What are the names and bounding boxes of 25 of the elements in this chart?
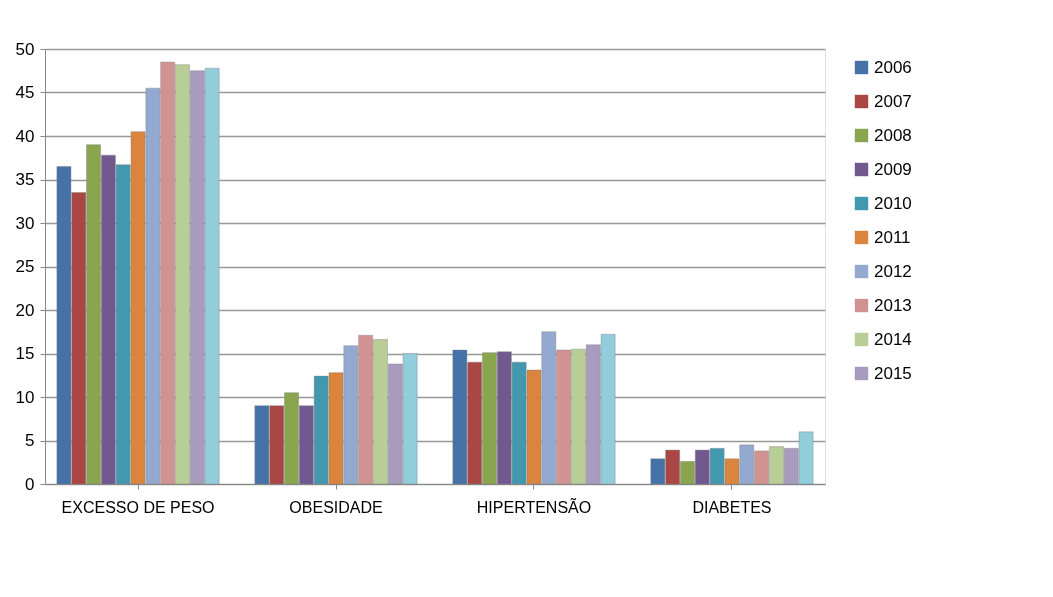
legend-label: 2012 xyxy=(874,261,912,281)
legend-label: 2009 xyxy=(874,159,912,179)
legend-label: 2006 xyxy=(874,57,912,77)
y-tick-label: 10 xyxy=(15,387,35,407)
y-tick-label: 30 xyxy=(15,213,35,233)
x-tick-label: OBESIDADE xyxy=(289,498,383,516)
legend-label: 2013 xyxy=(874,295,912,315)
y-tick-label: 25 xyxy=(15,257,35,276)
legend-label: 2010 xyxy=(874,193,912,213)
legend-label: 2008 xyxy=(874,125,912,145)
legend-label: 2015 xyxy=(874,363,912,383)
y-tick-label: 20 xyxy=(15,300,35,320)
y-tick-label: 15 xyxy=(15,344,35,363)
y-tick-label: 5 xyxy=(25,431,35,450)
y-tick-label: 35 xyxy=(15,170,35,189)
legend-label: 2014 xyxy=(874,329,912,349)
y-tick-label: 40 xyxy=(15,126,35,146)
legend-label: 2011 xyxy=(874,227,911,247)
y-tick-label: 45 xyxy=(15,83,35,102)
y-tick-label: 50 xyxy=(15,39,35,59)
legend-label: 2007 xyxy=(874,91,912,111)
y-tick-label: 0 xyxy=(25,474,35,494)
x-tick-label: EXCESSO DE PESO xyxy=(61,498,215,516)
x-tick-label: HIPERTENSÃO xyxy=(476,496,592,516)
x-tick-label: DIABETES xyxy=(692,498,772,516)
